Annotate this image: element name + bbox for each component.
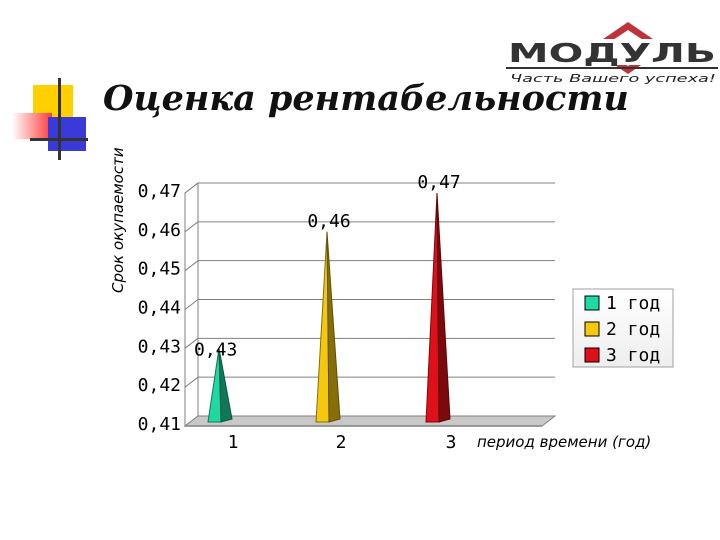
data-labels: 0,43 0,46 0,47 <box>194 172 461 360</box>
legend-entry: 3 год <box>606 345 660 366</box>
x-tick-label: 3 <box>446 432 457 453</box>
gridline-side <box>184 299 199 310</box>
plot-floor <box>183 415 557 427</box>
gridline-side <box>184 337 199 349</box>
y-tick-labels: 0,41 0,42 0,43 0,44 0,45 0,46 0,47 <box>138 181 181 435</box>
x-tick-label: 2 <box>336 432 347 453</box>
data-label: 0,43 <box>194 339 237 360</box>
decor-blue-square <box>48 117 86 151</box>
cone-side-face <box>326 231 341 423</box>
gridline-side <box>184 376 199 388</box>
gridline-side <box>184 221 199 233</box>
legend-entry: 2 год <box>606 319 660 340</box>
y-tick-label: 0,43 <box>138 336 181 357</box>
data-label: 0,46 <box>307 211 350 232</box>
y-tick-label: 0,42 <box>138 375 181 396</box>
legend-swatch <box>584 321 600 337</box>
cone-side-face <box>436 192 451 423</box>
bar-2 <box>315 231 341 423</box>
decor-vertical-line <box>58 78 61 160</box>
cone-side-face <box>218 348 233 423</box>
y-tick-label: 0,47 <box>138 181 181 202</box>
bar-3 <box>425 192 451 423</box>
decor-horizontal-line <box>30 138 88 141</box>
decor-red-bar <box>12 113 52 139</box>
bar-1 <box>207 348 233 423</box>
legend-swatch <box>584 347 600 363</box>
data-label: 0,47 <box>417 172 460 193</box>
logo-wordmark: МОДУЛЬ <box>508 39 716 69</box>
plot-area <box>183 181 557 428</box>
y-tick-label: 0,45 <box>138 259 181 280</box>
logo-tagline: Часть Вашего успеха! <box>510 72 716 85</box>
y-tick-label: 0,41 <box>138 414 181 435</box>
x-tick-labels: 1 2 3 <box>228 432 457 453</box>
legend-entry: 1 год <box>606 293 660 314</box>
page-title: Оценка рентабельности <box>103 78 629 119</box>
y-tick-label: 0,44 <box>138 298 181 319</box>
gridline-side <box>184 182 199 194</box>
legend-swatch <box>584 295 600 311</box>
logo-band <box>506 39 718 65</box>
gridlines <box>184 182 555 388</box>
x-tick-label: 1 <box>228 432 239 453</box>
y-axis-title: Срок окупаемости <box>109 147 127 293</box>
x-axis-title: период времени (год) <box>477 433 651 451</box>
chart-legend: 1 год 2 год 3 год <box>572 288 674 368</box>
company-logo: МОДУЛЬ Часть Вашего успеха! <box>506 22 718 85</box>
data-series <box>207 192 451 423</box>
gridline-side <box>184 260 199 272</box>
y-tick-label: 0,46 <box>138 220 181 241</box>
